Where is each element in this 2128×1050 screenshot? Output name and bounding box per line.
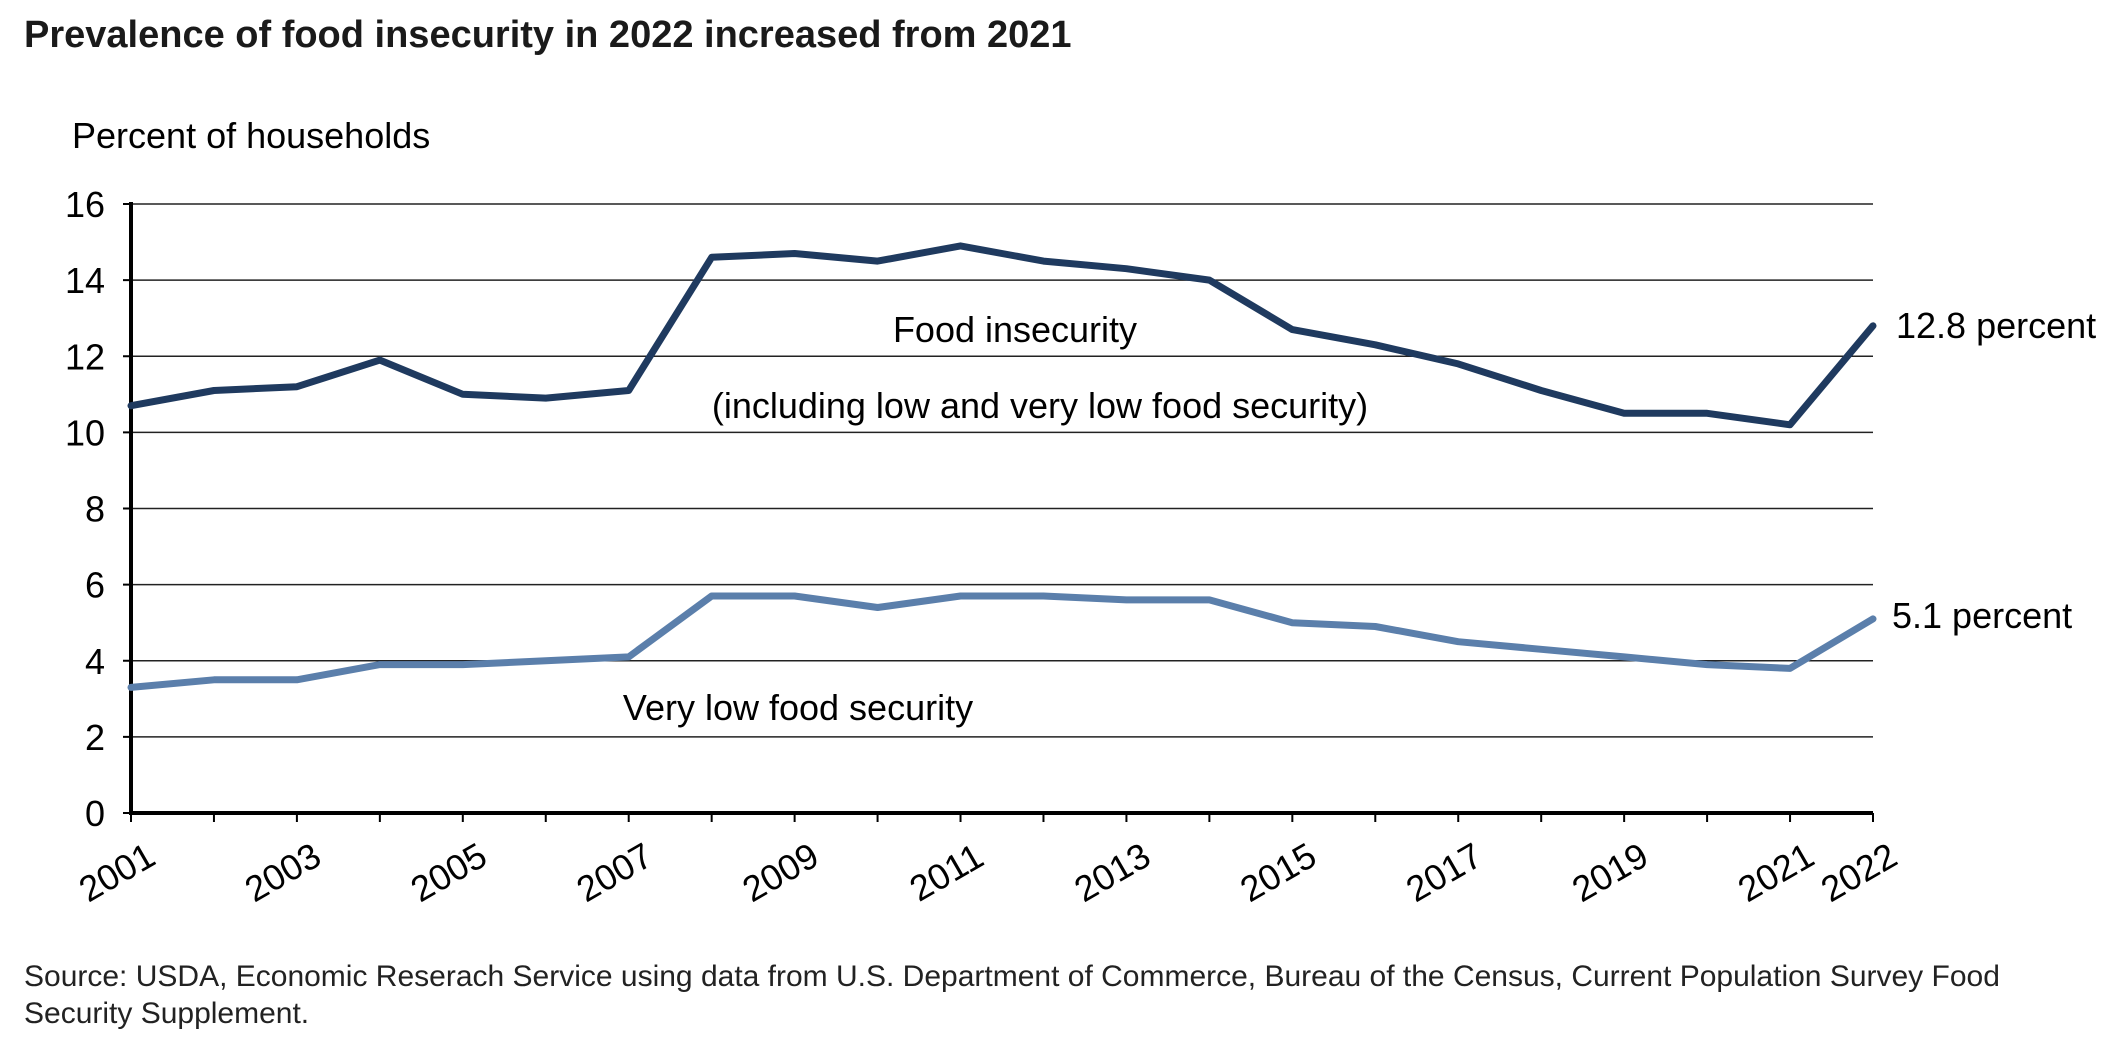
axes: 0 2 4 6 8 10 12 14 16 2001 2003 2005 2007 2009 2011 201…: [65, 184, 1904, 910]
grid-lines: [131, 203, 1873, 738]
y-tick-label: 14: [65, 260, 105, 301]
x-tick-label: 2005: [404, 834, 494, 910]
line-chart: Percent of households 0 2 4 6 8 10 12 14 16 2001 2…: [65, 115, 2096, 910]
y-tick-label: 10: [65, 412, 105, 453]
x-tick-label: 2003: [238, 834, 328, 910]
y-tick-label: 8: [85, 489, 105, 530]
series-lines: [127, 242, 1877, 691]
very-low-food-security-label: Very low food security: [623, 687, 973, 728]
x-tick-label: 2022: [1814, 834, 1904, 910]
x-tick-label: 2017: [1399, 834, 1489, 910]
y-tick-label: 4: [85, 641, 105, 682]
x-tick-label: 2001: [72, 834, 162, 910]
y-axis-label: Percent of households: [72, 115, 430, 156]
y-tick-label: 16: [65, 184, 105, 225]
x-tick-label: 2011: [902, 835, 990, 909]
x-tick-label: 2009: [735, 834, 825, 910]
very-low-food-security-line: [127, 592, 1877, 691]
x-tick-label: 2007: [570, 834, 660, 910]
y-tick-label: 12: [65, 336, 105, 377]
end-label-very-low: 5.1 percent: [1892, 595, 2072, 636]
y-tick-label: 0: [85, 793, 105, 834]
source-note: Source: USDA, Economic Reserach Service …: [24, 960, 2000, 1030]
x-tick-label: 2013: [1067, 834, 1157, 910]
end-label-food-insecurity: 12.8 percent: [1896, 305, 2096, 346]
x-tick-label: 2015: [1233, 834, 1323, 910]
food-insecurity-sublabel: (including low and very low food securit…: [712, 385, 1368, 426]
y-tick-label: 6: [85, 565, 105, 606]
y-tick-label: 2: [85, 717, 105, 758]
food-insecurity-label: Food insecurity: [893, 309, 1137, 350]
x-tick-label: 2019: [1565, 834, 1655, 910]
x-tick-label: 2021: [1731, 834, 1821, 910]
food-insecurity-line: [127, 242, 1877, 429]
annotations: Food insecurity (including low and very …: [623, 305, 2096, 728]
chart-title: Prevalence of food insecurity in 2022 in…: [24, 14, 1072, 56]
